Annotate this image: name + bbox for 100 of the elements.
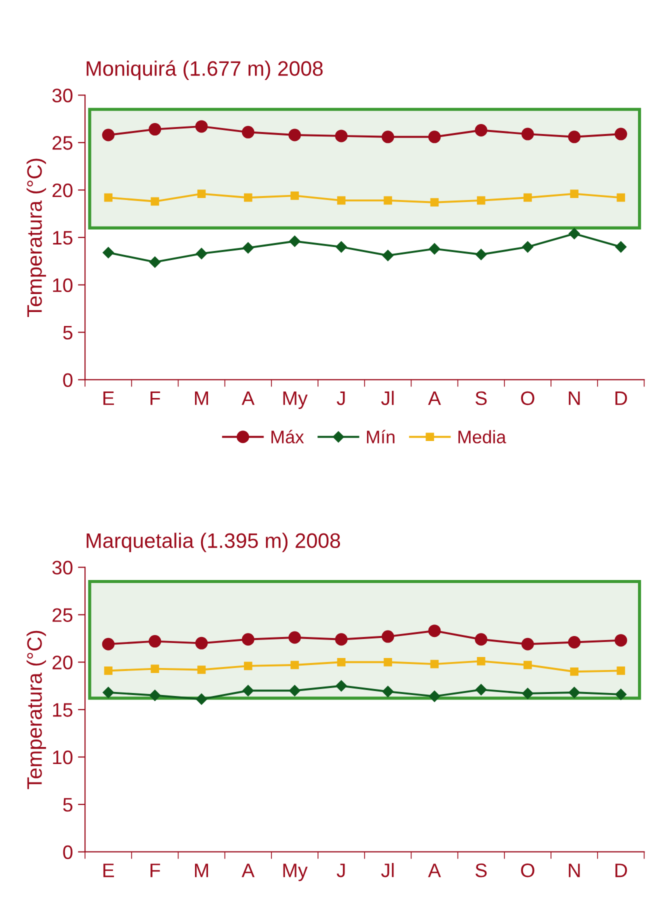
x-tick-label: M bbox=[195, 392, 208, 405]
x-tick-label: J bbox=[336, 392, 345, 406]
x-tick-label: A bbox=[242, 392, 255, 405]
point bbox=[524, 660, 532, 670]
point bbox=[102, 128, 115, 142]
point bbox=[524, 193, 532, 202]
x-tick-label: S bbox=[476, 863, 487, 878]
point bbox=[384, 196, 392, 205]
point bbox=[242, 685, 254, 696]
y-tick-label: 5 bbox=[63, 326, 72, 340]
x-tick-label: A bbox=[428, 392, 441, 405]
x-tick-label: A bbox=[242, 864, 255, 878]
point bbox=[242, 242, 254, 254]
point bbox=[384, 658, 392, 666]
chart-title: Marquetalia (1.395 m) 2008 bbox=[86, 532, 340, 552]
point bbox=[474, 633, 488, 646]
point bbox=[474, 124, 488, 137]
point bbox=[288, 128, 301, 142]
point bbox=[614, 128, 628, 140]
point bbox=[616, 666, 626, 675]
point bbox=[149, 690, 161, 701]
y-tick-label: 15 bbox=[53, 703, 72, 717]
x-tick-label: D bbox=[615, 864, 627, 878]
point bbox=[568, 228, 580, 240]
point bbox=[428, 243, 440, 254]
x-tick-label: M bbox=[195, 864, 208, 878]
y-tick-label: 30 bbox=[52, 560, 72, 575]
point bbox=[337, 196, 346, 205]
x-tick-label: E bbox=[103, 392, 114, 405]
point bbox=[428, 624, 441, 638]
point bbox=[475, 684, 487, 696]
y-tick-label: 15 bbox=[53, 231, 72, 245]
point bbox=[335, 130, 348, 142]
point bbox=[521, 128, 534, 140]
point bbox=[336, 680, 347, 692]
point bbox=[195, 120, 208, 133]
point bbox=[616, 193, 626, 202]
point bbox=[337, 658, 346, 666]
legend-label: Mín bbox=[366, 430, 394, 444]
point bbox=[244, 662, 252, 670]
legend-label: Media bbox=[458, 430, 506, 444]
x-tick-label: E bbox=[103, 864, 114, 878]
point bbox=[150, 197, 160, 206]
point bbox=[288, 631, 301, 644]
point bbox=[476, 657, 486, 666]
point bbox=[290, 192, 299, 200]
point bbox=[289, 236, 300, 247]
point bbox=[150, 664, 160, 673]
point bbox=[521, 638, 534, 650]
x-tick-label: O bbox=[521, 391, 534, 406]
y-tick-label: 0 bbox=[63, 845, 72, 860]
x-tick-label: Jl bbox=[381, 862, 394, 878]
point bbox=[430, 660, 439, 668]
point bbox=[104, 193, 112, 202]
point bbox=[242, 126, 254, 138]
point bbox=[430, 198, 439, 207]
point bbox=[568, 636, 581, 648]
x-tick-label: D bbox=[615, 392, 627, 405]
point bbox=[149, 256, 161, 268]
x-tick-label: N bbox=[568, 392, 580, 405]
point bbox=[336, 241, 347, 253]
point bbox=[289, 685, 300, 696]
point bbox=[196, 694, 208, 705]
legend-label: Máx bbox=[271, 430, 304, 444]
point bbox=[195, 636, 208, 650]
x-tick-label: Jl bbox=[381, 390, 394, 406]
x-tick-label: N bbox=[568, 864, 580, 878]
point bbox=[570, 190, 578, 198]
point bbox=[382, 630, 394, 643]
y-tick-label: 5 bbox=[63, 798, 72, 812]
point bbox=[568, 130, 581, 144]
y-axis-title: Temperatura (°C) bbox=[26, 630, 46, 790]
x-tick-label: My bbox=[283, 392, 308, 409]
y-tick-label: 25 bbox=[52, 608, 72, 622]
y-axis-title: Temperatura (°C) bbox=[26, 158, 46, 317]
point bbox=[615, 688, 626, 700]
point bbox=[428, 130, 441, 144]
y-tick-label: 10 bbox=[53, 750, 72, 764]
point bbox=[290, 660, 299, 670]
x-tick-label: S bbox=[476, 391, 487, 406]
x-tick-label: O bbox=[521, 863, 534, 878]
point bbox=[102, 638, 115, 650]
point bbox=[102, 686, 114, 698]
point bbox=[568, 686, 580, 698]
x-tick-label: My bbox=[283, 864, 308, 882]
point bbox=[476, 196, 486, 205]
point bbox=[104, 666, 112, 675]
y-tick-label: 25 bbox=[52, 136, 72, 150]
point bbox=[196, 248, 208, 260]
point bbox=[148, 123, 162, 136]
point bbox=[522, 688, 534, 700]
y-tick-label: 0 bbox=[63, 373, 72, 387]
y-tick-label: 20 bbox=[52, 183, 72, 198]
point bbox=[428, 690, 440, 702]
point bbox=[382, 686, 394, 698]
y-tick-label: 10 bbox=[53, 278, 72, 292]
y-tick-label: 20 bbox=[52, 656, 72, 670]
point bbox=[197, 190, 206, 198]
point bbox=[335, 633, 348, 646]
x-tick-label: F bbox=[150, 864, 160, 878]
